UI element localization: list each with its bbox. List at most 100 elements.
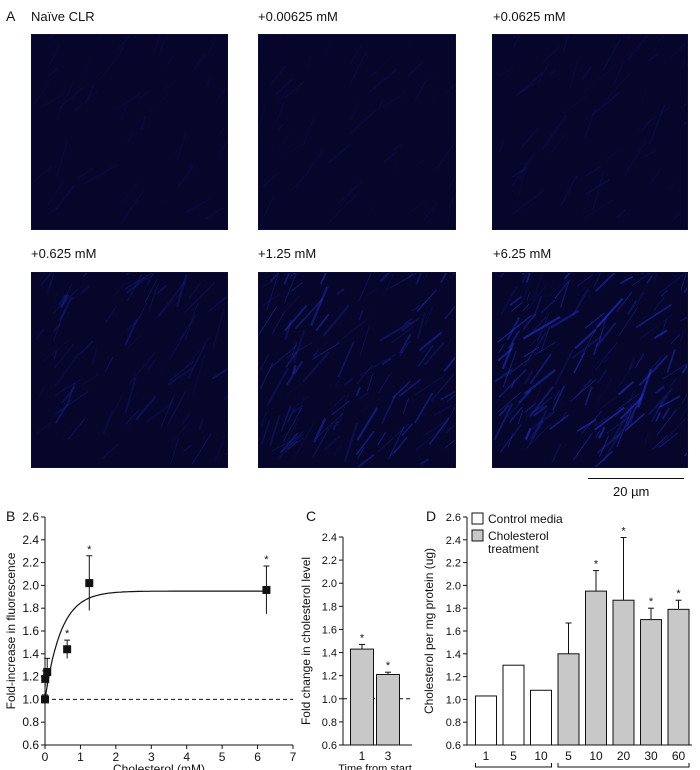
micrograph-fibre xyxy=(512,190,522,205)
micrograph-fibre xyxy=(392,164,397,173)
panel-label-a: A xyxy=(6,8,16,24)
micrograph-fibre xyxy=(533,295,543,318)
micrograph-fibre xyxy=(521,273,528,284)
micrograph-fibre xyxy=(670,212,681,222)
micrograph-fibre xyxy=(592,273,602,288)
micrograph-fibre xyxy=(101,444,119,460)
micrograph-fibre xyxy=(595,341,618,371)
micrograph-fibre xyxy=(185,198,210,214)
micrograph-fibre xyxy=(602,37,622,71)
chart-b-y-tick-label: 0.8 xyxy=(22,715,39,729)
micrograph-fibre xyxy=(648,170,661,185)
micrograph-fibre xyxy=(573,432,594,460)
micrograph-fibre xyxy=(530,316,547,334)
micrograph-fibre xyxy=(583,199,613,219)
micrograph-fibre xyxy=(184,282,216,314)
micrograph-fibre xyxy=(58,294,67,306)
micrograph-fibre xyxy=(40,273,52,287)
micrograph-fibre xyxy=(125,273,130,276)
micrograph-fibre xyxy=(526,420,544,443)
micrograph-fibre xyxy=(102,409,114,435)
micrograph-fibre xyxy=(563,273,571,280)
panel-label-c: C xyxy=(306,508,317,524)
micrograph-fibre xyxy=(549,414,569,430)
micrograph-fibre xyxy=(35,421,52,435)
micrograph-fibre xyxy=(58,296,73,321)
chart-d-bar xyxy=(530,689,552,746)
micrograph-fibre xyxy=(124,318,138,346)
micrograph-fibre xyxy=(573,352,586,374)
chart-b-fluorescence: 0.6 0.8 1.0 1.2 1.4 1.6 1.8 2.0 2.2 2.4 2.6 0 1 2 3 4 5 6… xyxy=(4,510,297,770)
micrograph-background xyxy=(259,273,455,467)
micrograph-fibre xyxy=(660,289,669,297)
micrograph-fibre xyxy=(519,71,544,94)
micrograph-fibre xyxy=(603,355,611,364)
micrograph-fibre xyxy=(649,104,666,145)
micrograph-fibre xyxy=(520,126,540,149)
micrograph-fibre xyxy=(96,35,104,41)
micrograph-fibre xyxy=(156,284,168,295)
micrograph-fibre xyxy=(553,297,562,303)
micrograph-fibre xyxy=(511,152,536,187)
micrograph-fibre xyxy=(299,340,329,371)
micrograph-fibre xyxy=(269,273,280,283)
micrograph-fibre xyxy=(298,395,305,411)
micrograph-fibre xyxy=(269,415,281,446)
micrograph-fibre xyxy=(574,328,597,350)
micrograph-fibre xyxy=(311,342,340,360)
micrograph-fibre xyxy=(681,363,687,374)
micrograph-fibre xyxy=(552,385,565,411)
micrograph-fibre xyxy=(641,356,663,380)
micrograph-fibre xyxy=(144,279,158,302)
chart-d-y-tick-label: 2.0 xyxy=(446,580,461,592)
micrograph-fibre xyxy=(430,373,455,402)
micrograph-fibre xyxy=(152,35,161,53)
chart-d-bar xyxy=(585,590,607,746)
micrograph-fibre xyxy=(104,305,118,324)
micrograph-fibre xyxy=(498,369,527,398)
micrograph-fibre xyxy=(447,193,455,209)
micrograph-fibre xyxy=(148,358,157,370)
chart-b-x-tick-label: 3 xyxy=(148,750,155,764)
micrograph-fibre xyxy=(334,394,346,406)
micrograph-fibre xyxy=(626,35,650,62)
micrograph-fibre xyxy=(288,273,294,280)
micrograph-fibre xyxy=(382,96,399,108)
micrograph-fibre xyxy=(497,344,505,354)
micrograph-background xyxy=(493,273,687,467)
micrograph-fibre xyxy=(34,328,46,340)
micrograph-fibre xyxy=(218,139,227,154)
micrograph-fibre xyxy=(360,395,384,413)
chart-c-x-axis-label: Time from start xyxy=(338,763,412,770)
micrograph-fibre xyxy=(522,281,530,302)
micrograph-fibre xyxy=(57,288,89,309)
micrograph-fibre xyxy=(192,52,207,71)
micrograph-fibre xyxy=(289,273,297,277)
micrograph-fibre xyxy=(627,299,638,315)
micrograph-fibre xyxy=(525,423,552,450)
micrograph-fibre xyxy=(379,273,391,283)
micrograph-fibre xyxy=(549,68,557,76)
micrograph-fibre xyxy=(602,428,624,463)
micrograph-fibre xyxy=(286,395,309,414)
micrograph-fibre xyxy=(668,181,676,191)
micrograph-fibre xyxy=(112,282,126,298)
micrograph-fibre xyxy=(84,163,119,185)
micrograph-fibre xyxy=(547,275,572,298)
micrograph-fibre xyxy=(60,294,70,309)
micrograph-fibre xyxy=(620,275,634,284)
micrograph-fibre xyxy=(436,141,455,170)
chart-b-point xyxy=(41,695,49,704)
chart-c-y-tick-label: 2.0 xyxy=(322,578,337,590)
micrograph-fibre xyxy=(277,137,315,160)
micrograph-fibre xyxy=(315,313,330,332)
micrograph-fibre xyxy=(640,85,649,104)
micrograph-fibre xyxy=(276,101,285,123)
micrograph-fibre xyxy=(302,117,315,145)
micrograph-fibre xyxy=(348,193,358,204)
chart-b-significance: * xyxy=(264,554,269,566)
micrograph-fibre xyxy=(415,428,442,451)
micrograph-fibre xyxy=(635,303,673,329)
chart-b-x-tick-label: 4 xyxy=(183,750,190,764)
micrograph-fibre xyxy=(356,304,370,317)
